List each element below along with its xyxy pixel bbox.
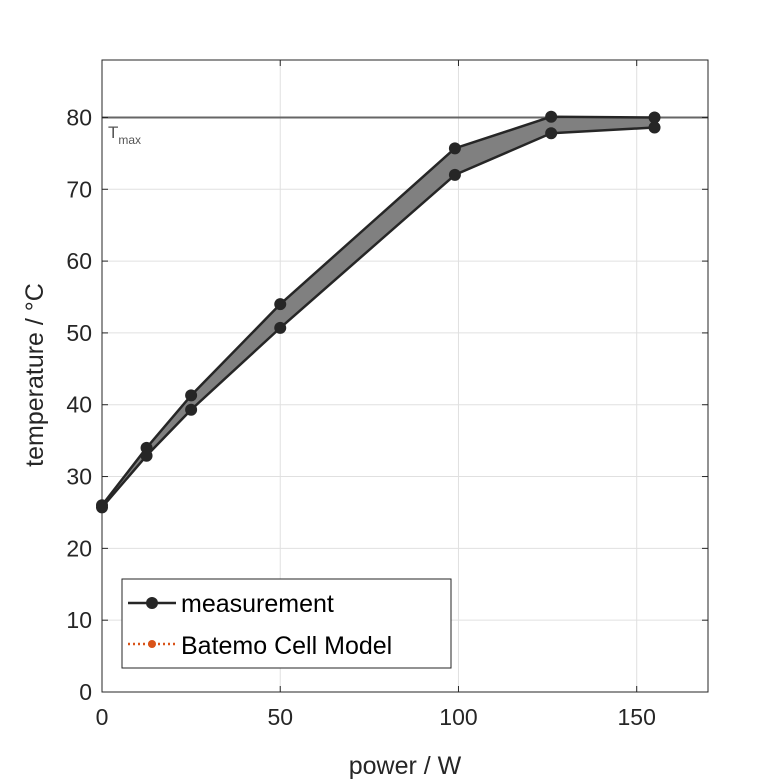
- x-tick-label: 50: [267, 704, 293, 730]
- measurement-upper-point: [185, 389, 198, 402]
- legend-label-batemo: Batemo Cell Model: [181, 632, 392, 660]
- legend-marker-measurement: [146, 597, 158, 609]
- legend-box: [121, 578, 452, 669]
- y-tick-label: 0: [79, 679, 92, 705]
- measurement-upper-point: [448, 142, 461, 155]
- y-tick-label: 40: [66, 392, 92, 418]
- measurement-lower-point: [140, 449, 153, 462]
- legend: measurement Batemo Cell Model: [121, 578, 452, 669]
- y-axis-title: temperature / °C: [21, 283, 49, 467]
- measurement-lower-point: [448, 168, 461, 181]
- tick-labels: 0 50 100 150 0 10 20 30 40 50 60 70 80: [66, 104, 655, 730]
- x-tick-label: 0: [96, 704, 109, 730]
- measurement-lower-point: [274, 321, 287, 334]
- y-tick-label: 80: [66, 104, 92, 130]
- legend-label-measurement: measurement: [181, 590, 334, 618]
- axes-box: [101, 59, 709, 693]
- y-tick-label: 30: [66, 464, 92, 490]
- y-tick-label: 60: [66, 248, 92, 274]
- legend-marker-batemo: [148, 640, 156, 648]
- reference-line-label: Tmax: [108, 123, 141, 147]
- measurement-upper-point: [274, 298, 287, 311]
- measurement-lower-point: [545, 127, 558, 140]
- reference-label-main: T: [108, 123, 118, 142]
- y-tick-label: 10: [66, 607, 92, 633]
- measurement-lower-point: [185, 403, 198, 416]
- y-tick-label: 20: [66, 535, 92, 561]
- x-tick-label: 150: [618, 704, 656, 730]
- measurement-band: [96, 110, 661, 514]
- y-tick-label: 70: [66, 176, 92, 202]
- reference-label-sub: max: [118, 133, 141, 147]
- measurement-upper-point: [648, 111, 661, 124]
- y-tick-label: 50: [66, 320, 92, 346]
- x-axis-title: power / W: [349, 752, 462, 780]
- x-tick-label: 100: [439, 704, 477, 730]
- axes-frame: [101, 59, 709, 693]
- measurement-lower-point: [648, 121, 661, 134]
- measurement-upper-point: [545, 110, 558, 123]
